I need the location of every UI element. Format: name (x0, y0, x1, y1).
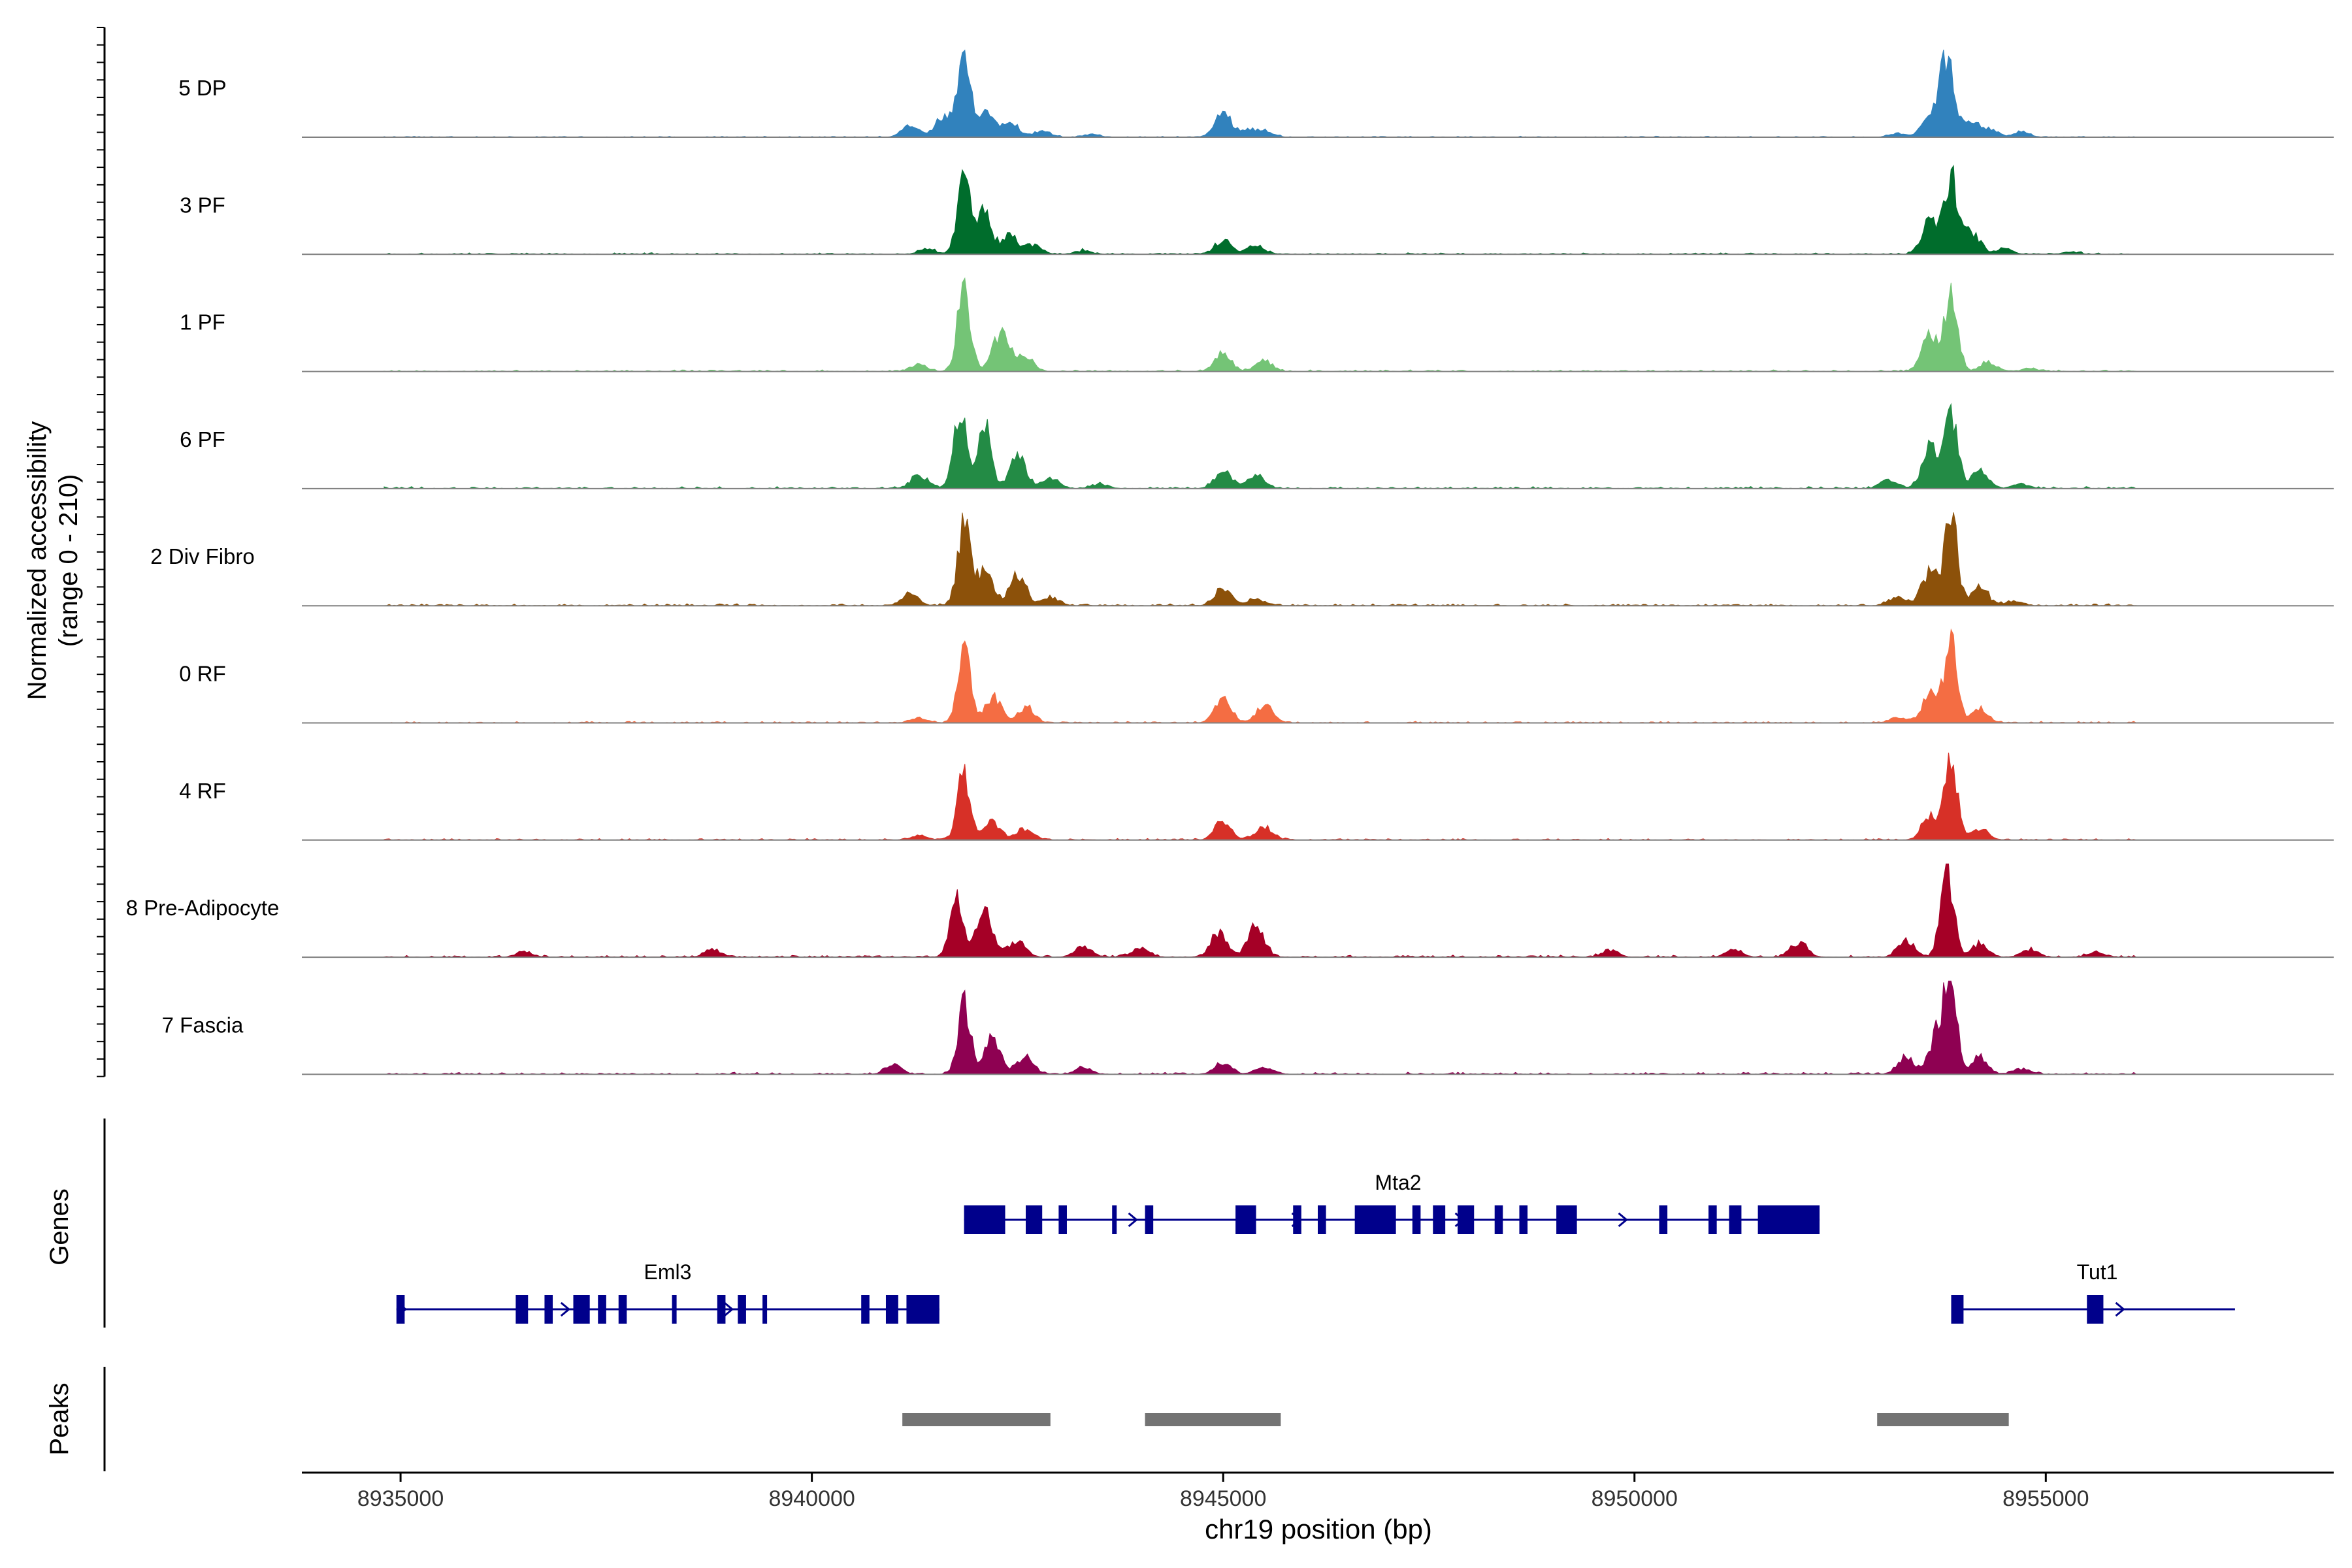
gene-label-eml3: Eml3 (644, 1260, 692, 1284)
y-axis-label-line2: (range 0 - 210) (54, 474, 83, 647)
y-axis-label-group: Normalized accessibility (range 0 - 210) (23, 421, 83, 700)
track-label-6-pf: 6 PF (180, 427, 225, 451)
exon (885, 1295, 898, 1324)
x-tick-label: 8935000 (357, 1486, 444, 1511)
peak-region (902, 1413, 1051, 1426)
exon (396, 1295, 405, 1324)
track-5-dp: 5 DP (178, 49, 2334, 138)
track-label-3-pf: 3 PF (180, 193, 225, 217)
exon (1494, 1205, 1503, 1234)
coverage-area-4-rf (384, 753, 2137, 841)
track-0-rf: 0 RF (179, 628, 2334, 724)
x-tick-label: 8955000 (2002, 1486, 2089, 1511)
exon (861, 1295, 870, 1324)
track-3-pf: 3 PF (180, 165, 2334, 255)
gene-strand-arrow (1618, 1212, 1628, 1228)
track-6-pf: 6 PF (180, 402, 2334, 489)
exon (573, 1295, 590, 1324)
genes-track-label: Genes (45, 1188, 74, 1266)
exon (738, 1295, 746, 1324)
coverage-area-3-pf (384, 165, 2137, 255)
peak-region (1145, 1413, 1281, 1426)
coverage-area-7-fascia (384, 981, 2138, 1075)
coverage-area-2-div-fibro (384, 512, 2137, 606)
exon (544, 1295, 553, 1324)
exon (762, 1295, 768, 1324)
gene-track: Genes Mta2 Eml3 Tut1 (45, 1119, 2235, 1328)
exon (1112, 1205, 1117, 1234)
gene-eml3: Eml3 (396, 1260, 939, 1324)
exon (2087, 1295, 2104, 1324)
track-label-4-rf: 4 RF (179, 779, 226, 803)
track-4-rf: 4 RF (179, 753, 2334, 841)
track-label-7-fascia: 7 Fascia (162, 1013, 244, 1037)
exon (1145, 1205, 1154, 1234)
track-label-0-rf: 0 RF (179, 662, 226, 686)
coverage-tracks: 5 DP 3 PF 1 PF 6 PF 2 Div Fibro 0 RF 4 RF 8 Pre… (126, 49, 2334, 1075)
x-tick-label: 8940000 (768, 1486, 855, 1511)
track-label-2-div-fibro: 2 Div Fibro (150, 544, 255, 568)
exon (906, 1295, 939, 1324)
exon (1519, 1205, 1528, 1234)
track-7-fascia: 7 Fascia (162, 981, 2334, 1075)
gene-strand-arrow (2115, 1301, 2125, 1317)
gene-strand-arrow (560, 1301, 571, 1317)
track-label-8-pre-adipocyte: 8 Pre-Adipocyte (126, 896, 280, 920)
coverage-area-0-rf (384, 628, 2138, 724)
exon (1757, 1205, 1820, 1234)
exon (1354, 1205, 1396, 1234)
exon (1951, 1295, 1964, 1324)
exon (964, 1205, 1005, 1234)
exon (1293, 1205, 1301, 1234)
exon (1318, 1205, 1326, 1234)
gene-strand-arrow (723, 1301, 734, 1317)
exon (515, 1295, 529, 1324)
exon (717, 1295, 726, 1324)
coverage-area-5-dp (384, 49, 2137, 138)
gene-label-mta2: Mta2 (1375, 1171, 1421, 1194)
gene-strand-arrow (1128, 1212, 1138, 1228)
x-tick-label: 8945000 (1180, 1486, 1266, 1511)
gene-label-tut1: Tut1 (2077, 1260, 2118, 1284)
coverage-area-6-pf (384, 402, 2137, 489)
gene-mta2: Mta2 (964, 1171, 1820, 1234)
exon (618, 1295, 627, 1324)
gene-tut1: Tut1 (1951, 1260, 2235, 1324)
coverage-area-8-pre-adipocyte (384, 863, 2138, 958)
exon (1026, 1205, 1043, 1234)
exon (1729, 1205, 1742, 1234)
exon (1433, 1205, 1446, 1234)
x-tick-label: 8950000 (1592, 1486, 1678, 1511)
exon (1235, 1205, 1256, 1234)
exon (1659, 1205, 1668, 1234)
x-axis: chr19 position (bp) 8935000 8940000 894500… (302, 1471, 2334, 1544)
peak-track: Peaks (45, 1367, 2009, 1471)
x-axis-label: chr19 position (bp) (1205, 1514, 1432, 1544)
track-2-div-fibro: 2 Div Fibro (150, 512, 2334, 607)
y-axis-label-line1: Normalized accessibility (23, 421, 52, 700)
peak-region (1877, 1413, 2009, 1426)
exon (1412, 1205, 1421, 1234)
exon (1458, 1205, 1475, 1234)
exon (1058, 1205, 1067, 1234)
track-8-pre-adipocyte: 8 Pre-Adipocyte (126, 863, 2334, 958)
exon (598, 1295, 606, 1324)
track-label-1-pf: 1 PF (180, 310, 225, 335)
peaks-track-label: Peaks (45, 1382, 74, 1455)
exon (1708, 1205, 1717, 1234)
coverage-y-axis (97, 27, 106, 1077)
track-label-5-dp: 5 DP (178, 76, 226, 100)
exon (1556, 1205, 1577, 1234)
coverage-area-1-pf (384, 277, 2137, 372)
exon (672, 1295, 677, 1324)
track-1-pf: 1 PF (180, 277, 2334, 372)
